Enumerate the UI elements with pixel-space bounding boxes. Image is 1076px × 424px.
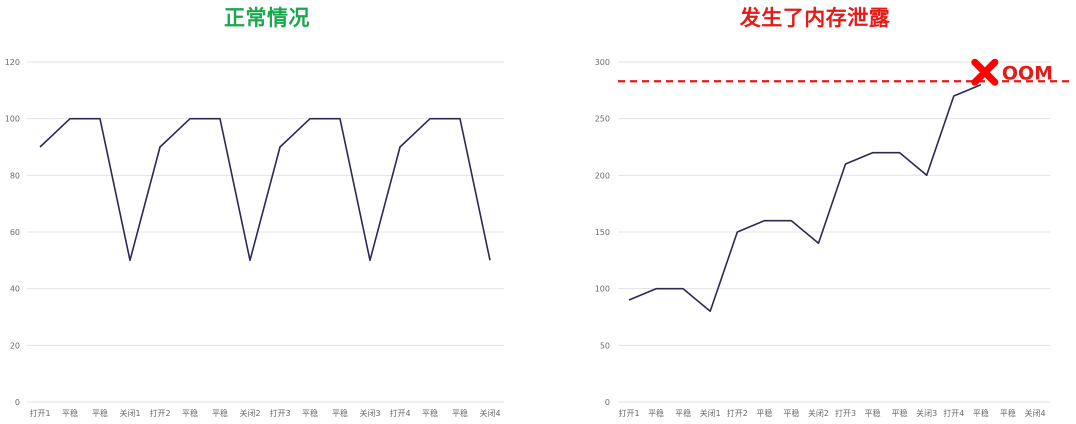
chart-title: 正常情况	[224, 6, 310, 30]
x-tick-label: 打开2	[149, 408, 170, 418]
y-tick-label: 0	[15, 398, 20, 407]
y-tick-label: 50	[600, 341, 610, 350]
x-tick-label: 关闭3	[916, 408, 937, 418]
x-tick-label: 平稳	[892, 408, 908, 418]
y-tick-label: 150	[595, 228, 610, 237]
y-tick-label: 100	[595, 285, 610, 294]
x-tick-label: 平稳	[302, 408, 318, 418]
y-tick-label: 250	[595, 115, 610, 124]
x-tick-label: 关闭1	[700, 408, 721, 418]
chart-title: 发生了内存泄露	[739, 6, 891, 30]
x-tick-label: 平稳	[452, 408, 468, 418]
y-tick-label: 0	[605, 398, 610, 407]
x-tick-label: 关闭2	[808, 408, 829, 418]
series-line	[628, 83, 982, 313]
x-tick-label: 平稳	[332, 408, 348, 418]
y-tick-label: 200	[595, 171, 610, 180]
x-tick-label: 平稳	[62, 408, 78, 418]
x-tick-label: 平稳	[675, 408, 691, 418]
x-tick-label: 关闭2	[239, 408, 260, 418]
x-tick-label: 关闭4	[1024, 408, 1045, 418]
x-tick-label: 关闭1	[119, 408, 140, 418]
y-tick-label: 40	[10, 285, 20, 294]
x-tick-label: 平稳	[422, 408, 438, 418]
chart-plot-area: 0 20 40 60 80 100 120 打开1 平稳 平稳 关闭1 打开2 平稳 平稳 关闭2 打开3 平稳…	[5, 58, 504, 418]
oom-label: OOM	[1002, 62, 1053, 84]
y-tick-label: 80	[10, 171, 20, 180]
x-tick-label: 平稳	[212, 408, 228, 418]
y-tick-label: 100	[5, 115, 20, 124]
x-icon	[971, 58, 999, 86]
x-tick-label: 关闭3	[359, 408, 380, 418]
x-tick-label: 平稳	[92, 408, 108, 418]
x-tick-label: 打开2	[727, 408, 748, 418]
x-tick-label: 平稳	[648, 408, 664, 418]
x-tick-label: 平稳	[182, 408, 198, 418]
x-tick-label: 平稳	[865, 408, 881, 418]
chart-normal: 正常情况 0 20 40 60 80 100 120 打开1 平稳 平稳 关闭1 打开2 平稳 平稳 关闭2…	[5, 6, 504, 418]
x-tick-label: 关闭4	[479, 408, 500, 418]
x-tick-label: 平稳	[756, 408, 772, 418]
x-tick-label: 平稳	[973, 408, 989, 418]
y-tick-label: 20	[10, 341, 20, 350]
x-tick-label: 打开1	[29, 408, 50, 418]
x-tick-label: 打开1	[618, 408, 639, 418]
y-tick-label: 120	[5, 58, 20, 67]
x-tick-label: 打开3	[835, 408, 856, 418]
y-tick-label: 60	[10, 228, 20, 237]
y-tick-label: 300	[595, 58, 610, 67]
x-tick-label: 打开4	[943, 408, 964, 418]
x-tick-label: 平稳	[1000, 408, 1016, 418]
x-tick-label: 打开4	[389, 408, 410, 418]
series-line	[39, 117, 491, 262]
x-tick-label: 打开3	[269, 408, 290, 418]
x-tick-label: 平稳	[783, 408, 799, 418]
chart-memory-leak: 发生了内存泄露 0 50 100 150 200 250 300 打开1 平稳 平稳 关闭1 打开2 平…	[538, 0, 1076, 424]
